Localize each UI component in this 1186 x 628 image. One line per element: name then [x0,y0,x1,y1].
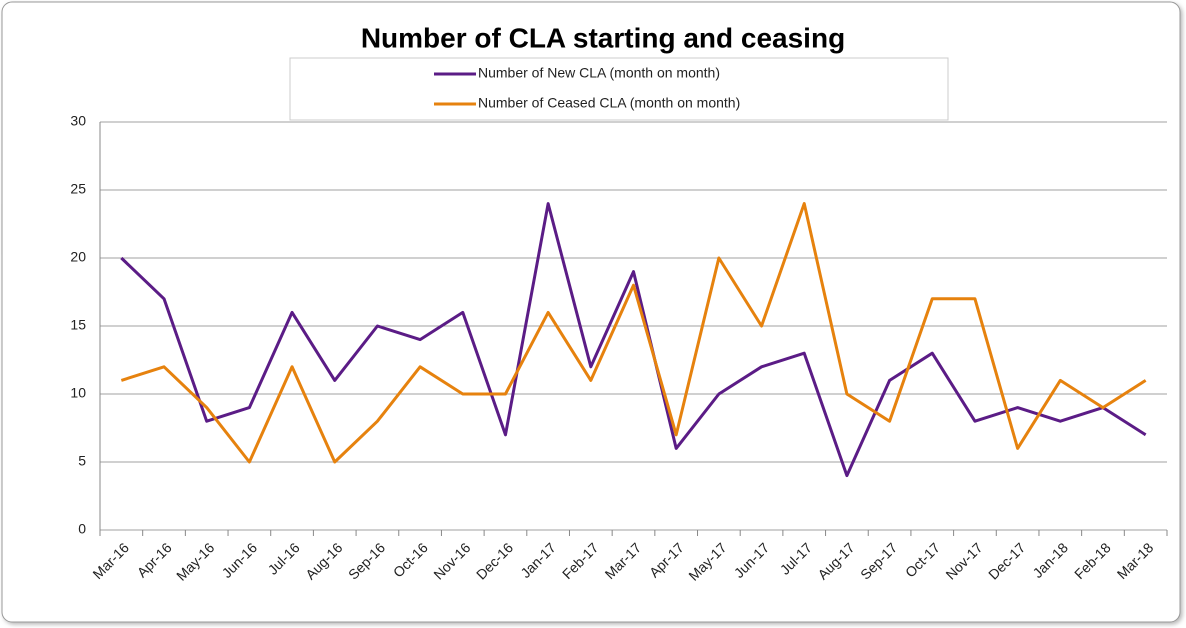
legend-label: Number of Ceased CLA (month on month) [478,95,740,111]
legend-box [289,57,949,121]
y-tick-label: 25 [70,181,86,197]
legend-label: Number of New CLA (month on month) [478,65,720,81]
chart-title: Number of CLA starting and ceasing [361,22,845,53]
series-line [120,202,1147,464]
y-tick-label: 10 [70,385,86,401]
y-tick-label: 30 [70,113,86,129]
y-tick-label: 0 [78,521,86,537]
series-line [120,202,1147,478]
y-tick-label: 15 [70,317,86,333]
y-tick-label: 5 [78,453,86,469]
y-tick-label: 20 [70,249,86,265]
